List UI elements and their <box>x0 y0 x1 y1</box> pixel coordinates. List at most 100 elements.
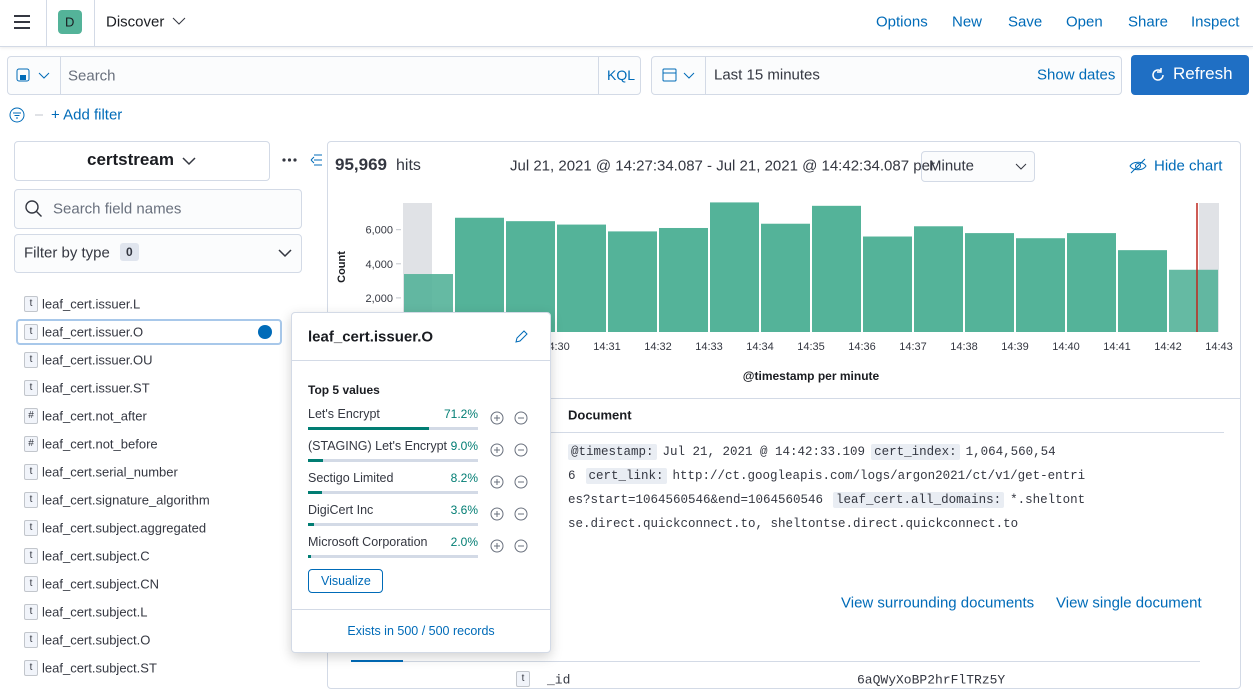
x-tick-label: 14:31 <box>593 341 621 353</box>
filter-by-type[interactable] <box>14 234 302 273</box>
show-dates[interactable]: Show dates <box>1037 66 1116 84</box>
field-name[interactable]: leaf_cert.not_after <box>42 408 147 424</box>
filter-for-button[interactable] <box>490 539 504 553</box>
bar <box>965 233 1014 332</box>
row-value: 6aQWyXoBP2hrFlTRz5Y <box>857 672 1006 688</box>
filter-by-type-label: Filter by type <box>24 244 110 262</box>
field-name[interactable]: leaf_cert.subject.aggregated <box>42 520 207 536</box>
bar-track <box>308 459 478 462</box>
bar-track <box>308 555 478 558</box>
filter-for-button[interactable] <box>490 475 504 489</box>
field-value: Jul 21, 2021 @ 14:42:33.109 <box>662 445 866 459</box>
search-box[interactable] <box>7 56 641 95</box>
filter-for-button[interactable] <box>490 507 504 521</box>
field-search[interactable] <box>14 189 302 229</box>
field-name[interactable]: leaf_cert.issuer.ST <box>42 380 150 396</box>
field-name[interactable]: leaf_cert.issuer.L <box>42 296 141 312</box>
filter-out-button[interactable] <box>514 411 528 425</box>
search-placeholder: Search <box>68 67 116 85</box>
add-filter[interactable]: + Add filter <box>51 106 123 124</box>
language-toggle[interactable]: KQL <box>607 67 636 83</box>
date-picker[interactable] <box>651 56 1122 95</box>
chevron <box>182 157 196 166</box>
filter-out-button[interactable] <box>514 443 528 457</box>
refresh-button[interactable] <box>1131 55 1249 95</box>
menu-link[interactable]: Open <box>1066 13 1103 31</box>
menu-icon[interactable] <box>13 14 31 30</box>
add-field-button[interactable] <box>258 325 272 339</box>
field-name[interactable]: leaf_cert.subject.O <box>42 632 151 648</box>
document-header: Document <box>568 407 632 423</box>
value-percent: 71.2% <box>443 407 478 421</box>
calendar-icon[interactable] <box>662 67 698 83</box>
interval[interactable]: Minute <box>929 157 975 175</box>
bar <box>557 224 606 332</box>
index-pattern-button[interactable] <box>14 141 270 181</box>
hide-chart[interactable]: Hide chart <box>1154 157 1223 175</box>
bar-track <box>308 523 478 526</box>
field-type-badge: t <box>24 464 38 480</box>
field-name[interactable]: leaf_cert.subject.C <box>42 548 150 564</box>
x-tick-label: 14:43 <box>1205 341 1233 353</box>
chevron <box>1015 163 1027 170</box>
field-type-badge: t <box>24 296 38 312</box>
interval-select[interactable] <box>921 151 1035 182</box>
value-bar <box>308 523 315 526</box>
field-type-badge: t <box>516 671 530 687</box>
bar <box>710 202 759 332</box>
filter-icon[interactable] <box>9 107 45 123</box>
filter-out-button[interactable] <box>514 539 528 553</box>
filter-out-button[interactable] <box>514 507 528 521</box>
filter-for-button[interactable] <box>490 443 504 457</box>
edit-icon[interactable] <box>513 329 529 345</box>
value-percent: 9.0% <box>450 439 478 453</box>
value-bar <box>308 555 312 558</box>
visualize-label[interactable]: Visualize <box>321 574 371 588</box>
refresh-label: Refresh <box>1173 64 1233 83</box>
filter-for-button[interactable] <box>490 411 504 425</box>
field-name[interactable]: leaf_cert.serial_number <box>42 464 178 480</box>
menu-link[interactable]: Inspect <box>1191 13 1240 31</box>
menu-link[interactable]: Save <box>1008 13 1043 31</box>
filter-out-button[interactable] <box>514 475 528 489</box>
field-name[interactable]: leaf_cert.signature_algorithm <box>42 492 210 508</box>
hide-chart-icon[interactable] <box>1129 158 1147 174</box>
field-name[interactable]: leaf_cert.subject.ST <box>42 660 157 676</box>
field-type-badge: t <box>24 660 38 676</box>
hit-count: 95,969 <box>335 155 387 174</box>
bar <box>914 226 963 332</box>
field-value: *.sheltontse.direct.quickconnect.to, she… <box>568 493 1086 531</box>
field-name[interactable]: leaf_cert.issuer.O <box>42 324 144 340</box>
divider <box>550 432 1224 433</box>
field-key: leaf_cert.all_domains: <box>833 492 1005 508</box>
options-icon[interactable] <box>281 154 323 166</box>
field-name[interactable]: leaf_cert.not_before <box>42 436 158 452</box>
divider <box>60 56 61 95</box>
saved-query-icon[interactable] <box>16 67 52 83</box>
y-axis-label: Count <box>336 251 348 283</box>
visualize-button[interactable] <box>308 569 383 593</box>
menu-link[interactable]: Options <box>876 13 928 31</box>
field-name[interactable]: leaf_cert.subject.L <box>42 604 148 620</box>
menu-link[interactable]: Share <box>1128 13 1169 31</box>
field-popover: leaf_cert.issuer.O Top 5 values Let's Encr… <box>291 312 551 653</box>
space-avatar[interactable] <box>58 10 82 34</box>
divider <box>292 609 550 610</box>
field-name[interactable]: leaf_cert.issuer.OU <box>42 352 153 368</box>
filter-count: 0 <box>120 243 139 261</box>
field-type-badge: t <box>24 604 38 620</box>
view-single[interactable]: View single document <box>1056 594 1202 612</box>
x-tick-label: 14:41 <box>1103 341 1131 353</box>
app-name[interactable]: Discover <box>106 13 165 31</box>
menu-link[interactable]: New <box>952 13 983 31</box>
time-range[interactable]: Last 15 minutes <box>714 66 820 84</box>
field-name[interactable]: leaf_cert.subject.CN <box>42 576 160 592</box>
field-key: cert_index: <box>871 444 960 460</box>
view-surrounding[interactable]: View surrounding documents <box>841 594 1035 612</box>
x-tick-label: 14:36 <box>848 341 876 353</box>
x-tick-label: 14:37 <box>899 341 927 353</box>
field-type-badge: t <box>24 324 38 340</box>
bar <box>659 227 708 332</box>
